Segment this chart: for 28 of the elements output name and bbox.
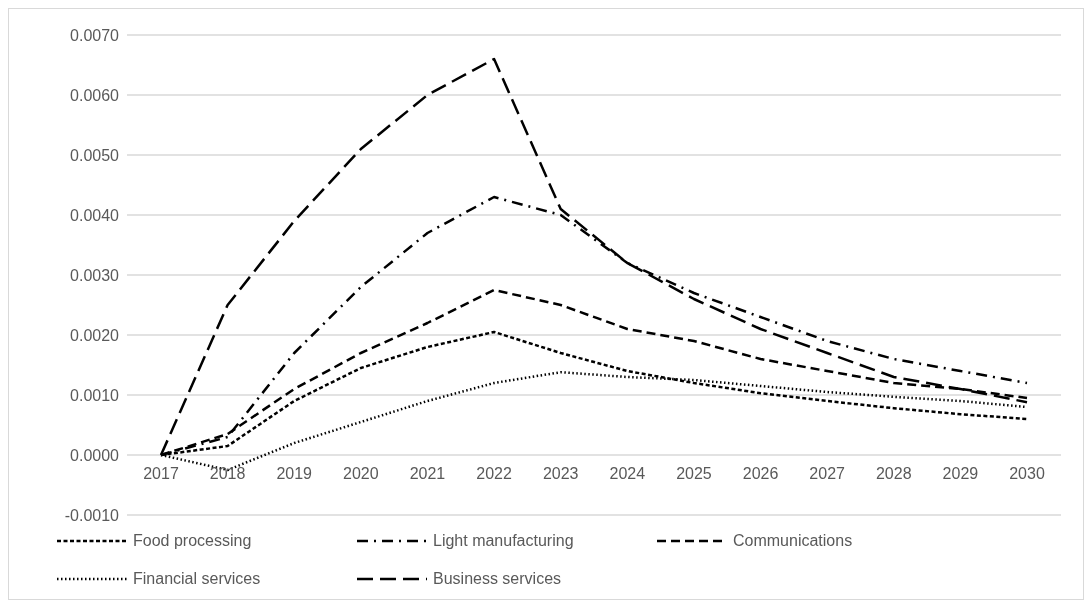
legend-label: Business services bbox=[433, 570, 562, 588]
x-tick-label: 2021 bbox=[409, 465, 446, 482]
x-tick-label: 2023 bbox=[542, 465, 579, 482]
legend-label: Light manufacturing bbox=[433, 532, 574, 550]
x-tick-label: 2019 bbox=[276, 465, 313, 482]
x-tick-label: 2026 bbox=[742, 465, 779, 482]
legend-label: Communications bbox=[733, 532, 853, 550]
legend-label: Food processing bbox=[133, 532, 252, 550]
y-tick-label: -0.0010 bbox=[64, 506, 120, 524]
y-tick-label: 0.0050 bbox=[70, 146, 120, 164]
x-tick-label: 2020 bbox=[343, 465, 379, 482]
x-tick-label: 2030 bbox=[1009, 465, 1045, 482]
y-tick-label: 0.0060 bbox=[70, 86, 120, 104]
x-tick-label: 2028 bbox=[875, 465, 912, 482]
x-tick-label: 2027 bbox=[809, 465, 846, 482]
x-tick-label: 2022 bbox=[476, 465, 512, 482]
x-tick-label: 2018 bbox=[209, 465, 246, 482]
y-tick-label: 0.0020 bbox=[70, 326, 120, 344]
y-tick-label: 0.0070 bbox=[70, 26, 120, 44]
y-tick-label: 0.0000 bbox=[70, 446, 120, 464]
x-tick-label: 2024 bbox=[609, 465, 646, 482]
y-tick-label: 0.0040 bbox=[70, 206, 120, 224]
x-tick-label: 2017 bbox=[143, 465, 179, 482]
y-tick-label: 0.0010 bbox=[70, 386, 120, 404]
y-tick-label: 0.0030 bbox=[70, 266, 120, 284]
x-tick-label: 2029 bbox=[942, 465, 979, 482]
legend-label: Financial services bbox=[133, 570, 261, 588]
x-tick-label: 2025 bbox=[676, 465, 712, 482]
